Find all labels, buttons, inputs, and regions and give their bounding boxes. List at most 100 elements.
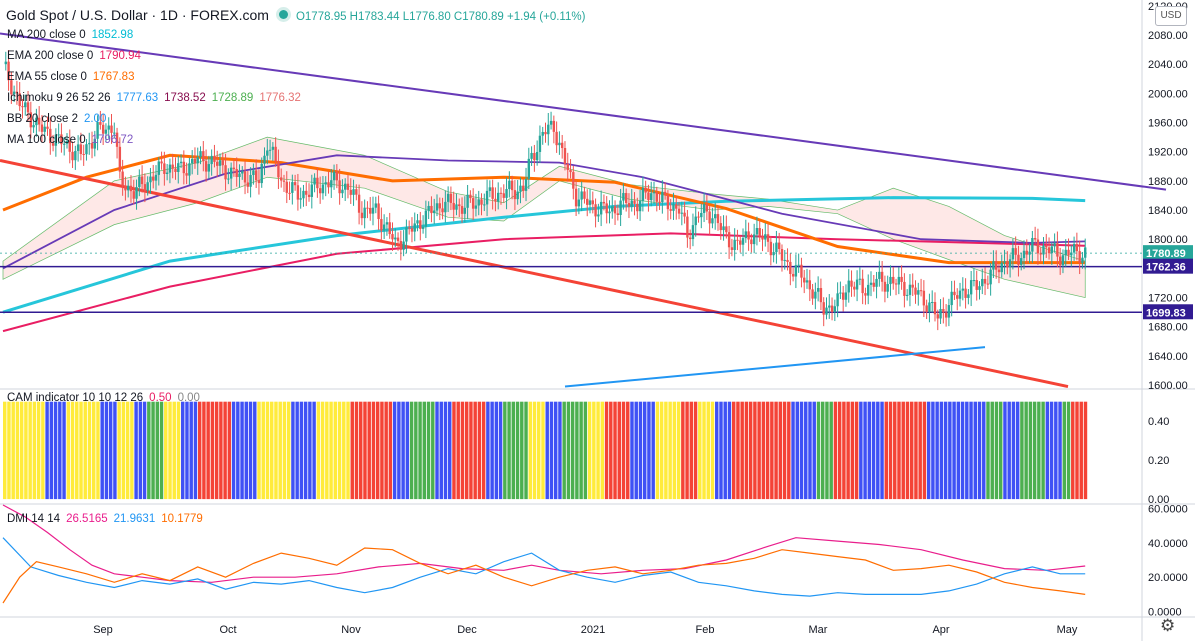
cam-legend[interactable]: CAM indicator 10 10 12 26 0.50 0.00 bbox=[7, 392, 200, 404]
candle-body bbox=[1072, 244, 1076, 253]
cam-bar bbox=[634, 401, 638, 500]
cam-bar bbox=[583, 401, 588, 500]
dmi-legend[interactable]: DMI 14 14 26.5165 21.9631 10.1779 bbox=[7, 513, 203, 525]
candle-body bbox=[1017, 254, 1020, 265]
candle-body bbox=[691, 225, 695, 240]
candle-body bbox=[115, 132, 119, 147]
cam-bar bbox=[905, 401, 910, 500]
candle-body bbox=[933, 302, 937, 315]
candle-body bbox=[113, 132, 116, 134]
candle-body bbox=[914, 287, 917, 295]
candle-body bbox=[65, 140, 69, 144]
cam-bar bbox=[1015, 401, 1020, 500]
cam-bar bbox=[244, 401, 249, 500]
candle-body bbox=[371, 207, 375, 214]
cam-bar bbox=[41, 401, 45, 500]
candle-body bbox=[118, 146, 122, 172]
cam-bar bbox=[367, 401, 371, 500]
cam-bar bbox=[384, 401, 388, 500]
candle-body bbox=[947, 305, 951, 318]
cam-bar bbox=[265, 401, 270, 500]
cam-bar bbox=[359, 401, 363, 500]
indicator-legend-2[interactable]: EMA 200 close 0 1790.94 bbox=[7, 50, 141, 62]
cam-bar bbox=[172, 401, 176, 500]
candle-body bbox=[107, 125, 110, 130]
cam-bar bbox=[558, 401, 562, 500]
cam-bar bbox=[537, 401, 541, 500]
cam-bar bbox=[189, 401, 193, 500]
candle-body bbox=[864, 293, 867, 296]
candle-body bbox=[694, 216, 697, 226]
candle-body bbox=[522, 185, 525, 191]
candle-body bbox=[1028, 251, 1031, 255]
candle-body bbox=[466, 194, 469, 208]
cam-bar bbox=[469, 401, 473, 500]
candle-body bbox=[964, 288, 967, 298]
indicator-value: 1777.63 bbox=[116, 92, 159, 104]
candle-body bbox=[1014, 248, 1017, 255]
cam-bar bbox=[893, 401, 897, 500]
candle-body bbox=[791, 273, 795, 277]
cam-bar bbox=[443, 401, 448, 500]
candle-body bbox=[775, 242, 778, 253]
currency-button[interactable]: USD bbox=[1155, 6, 1187, 26]
gear-icon[interactable]: ⚙ bbox=[1160, 616, 1176, 635]
cam-bar bbox=[922, 401, 927, 500]
candle-body bbox=[24, 102, 27, 108]
candle-body bbox=[630, 200, 633, 207]
cam-bar bbox=[295, 401, 299, 500]
indicator-legend-1[interactable]: MA 200 close 0 1852.98 bbox=[7, 29, 133, 41]
cam-bar bbox=[825, 401, 829, 500]
indicator-legend-3[interactable]: EMA 55 close 0 1767.83 bbox=[7, 71, 134, 83]
candle-body bbox=[318, 188, 322, 194]
candle-body bbox=[221, 160, 224, 166]
candle-body bbox=[1020, 258, 1023, 265]
cam-bar bbox=[431, 401, 435, 500]
indicator-legend-4[interactable]: Ichimoku 9 26 52 26 1777.63 1738.52 1728.89… bbox=[7, 92, 301, 104]
cam-bar bbox=[909, 401, 914, 500]
indicator-legend-6[interactable]: MA 100 close 0 1796.72 bbox=[7, 134, 133, 146]
candle-body bbox=[928, 302, 931, 313]
cam-bar bbox=[998, 401, 1003, 500]
symbol-title[interactable]: Gold Spot / U.S. Dollar · 1D · FOREX.com bbox=[6, 7, 269, 23]
cam-bar bbox=[808, 401, 812, 500]
candle-body bbox=[953, 291, 956, 296]
cam-bar bbox=[765, 401, 770, 500]
cam-bar bbox=[414, 401, 418, 500]
candle-body bbox=[956, 295, 959, 299]
cam-bar bbox=[812, 401, 816, 500]
cam-bar bbox=[689, 401, 694, 500]
candle-body bbox=[260, 163, 263, 184]
candle-body bbox=[764, 234, 767, 240]
candle-body bbox=[711, 218, 714, 224]
cam-bar bbox=[53, 401, 58, 500]
cam-bar bbox=[990, 401, 994, 500]
candle-body bbox=[967, 294, 970, 298]
cam-bar bbox=[1079, 401, 1083, 500]
cam-bar bbox=[935, 401, 939, 500]
candle-body bbox=[174, 168, 177, 172]
candle-body bbox=[580, 191, 583, 200]
candle-body bbox=[869, 282, 873, 285]
candle-body bbox=[224, 165, 227, 180]
cam-bar bbox=[833, 401, 838, 500]
candle-body bbox=[611, 206, 614, 212]
cam-bar bbox=[515, 401, 520, 500]
candle-body bbox=[43, 126, 46, 132]
cam-bar bbox=[134, 401, 138, 500]
candle-body bbox=[647, 192, 650, 201]
cam-bar bbox=[426, 401, 431, 500]
candle-body bbox=[494, 198, 497, 202]
candle-body bbox=[218, 160, 222, 166]
candle-body bbox=[407, 227, 411, 229]
cam-bar bbox=[312, 401, 316, 500]
cam-bar bbox=[1037, 401, 1041, 500]
time-axis-label: May bbox=[1057, 624, 1078, 636]
cam-bar bbox=[388, 401, 393, 500]
candle-body bbox=[538, 135, 542, 152]
indicator-value: 1728.89 bbox=[211, 92, 254, 104]
candle-body bbox=[755, 228, 759, 235]
cam-bar bbox=[702, 401, 706, 500]
indicator-legend-5[interactable]: BB 20 close 2 2.00 bbox=[7, 113, 106, 125]
